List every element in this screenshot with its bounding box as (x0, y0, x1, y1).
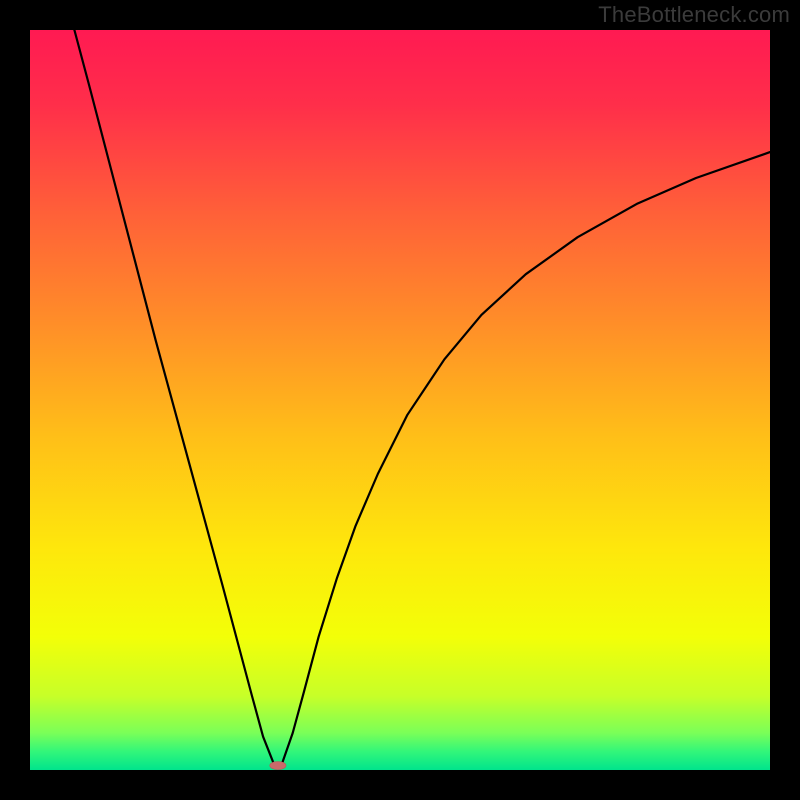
chart-svg (0, 0, 800, 800)
min-marker (270, 761, 286, 769)
chart-frame (0, 0, 800, 800)
plot-background (30, 30, 770, 770)
watermark-text: TheBottleneck.com (598, 2, 790, 28)
